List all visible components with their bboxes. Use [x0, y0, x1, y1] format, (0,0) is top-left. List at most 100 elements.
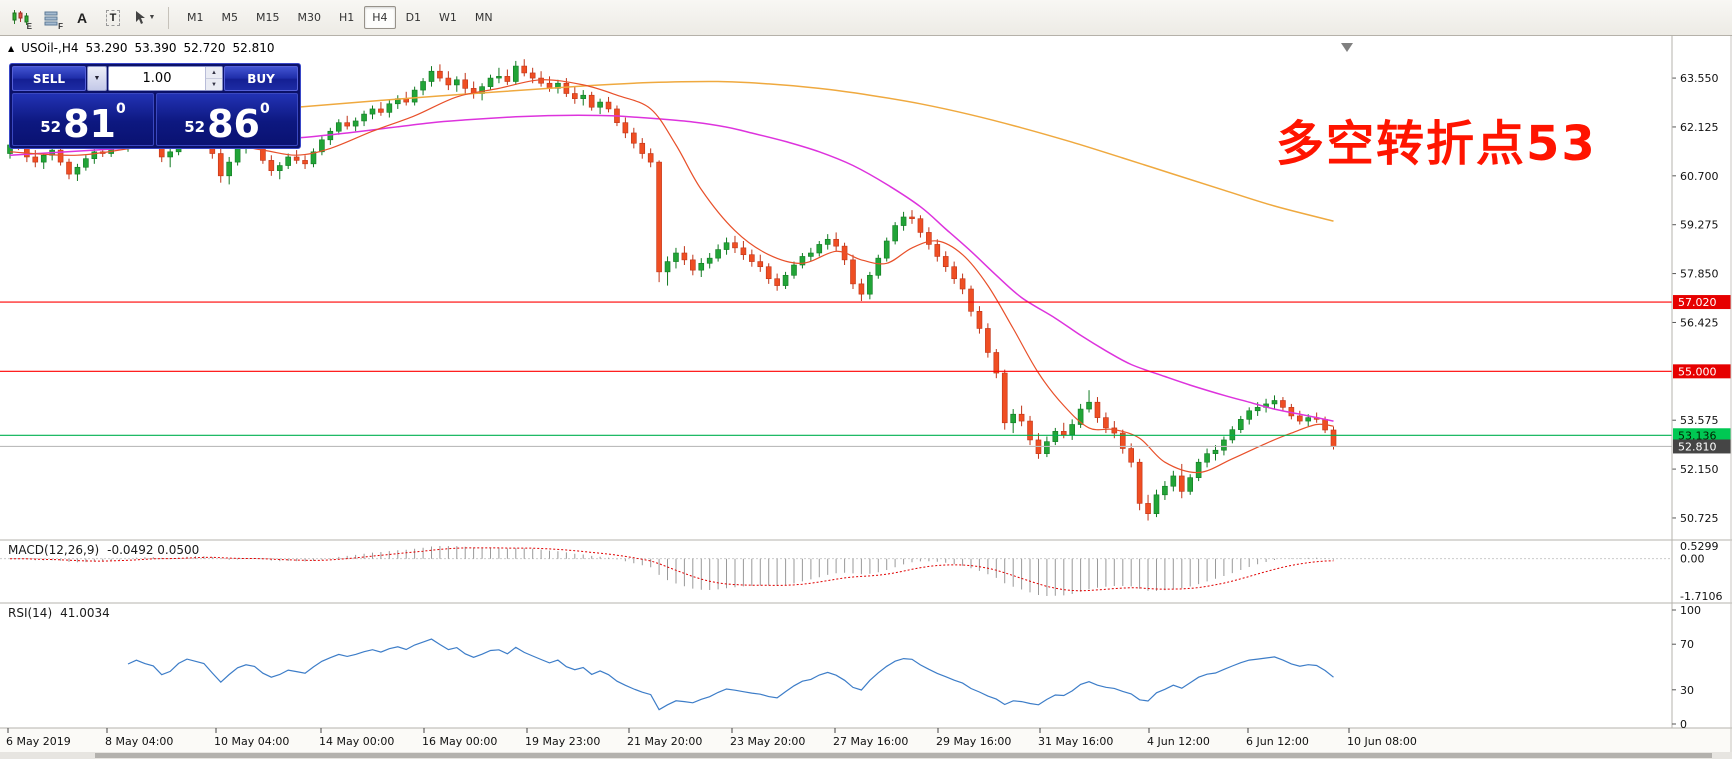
resistance-line-57-label-bg — [1673, 295, 1731, 310]
tool-badge: F — [58, 22, 63, 31]
sell-price-button[interactable]: 52 81 0 — [12, 93, 154, 146]
candle-body — [993, 352, 1000, 374]
candle-body — [1237, 419, 1244, 430]
time-axis-label: 6 May 2019 — [6, 735, 71, 748]
candle-body — [732, 242, 738, 249]
buy-price-button[interactable]: 52 86 0 — [156, 93, 298, 146]
candle-body — [681, 252, 688, 261]
rsi-title: RSI(14) — [8, 606, 53, 620]
candle-body — [66, 161, 72, 175]
candle-body — [808, 252, 814, 257]
timeframe-button-m5[interactable]: M5 — [214, 6, 247, 29]
candle-body — [352, 120, 359, 127]
candle-body — [167, 151, 173, 158]
volume-field: ▲ ▼ — [108, 66, 223, 91]
candle-body — [268, 160, 275, 171]
macd-values: -0.0492 0.0500 — [107, 543, 200, 557]
volume-dropdown-button[interactable]: ▼ — [87, 66, 107, 91]
timeframe-button-m30[interactable]: M30 — [290, 6, 330, 29]
timeframe-button-h1[interactable]: H1 — [331, 6, 362, 29]
volume-decrease-button[interactable]: ▼ — [206, 78, 222, 90]
price-tick-label: 60.700 — [1680, 170, 1719, 183]
candle-body — [875, 257, 882, 276]
time-axis-label: 10 Jun 08:00 — [1347, 735, 1417, 748]
candle-body — [276, 165, 283, 171]
bid-line-label: 52.810 — [1678, 440, 1717, 453]
time-axis-label: 4 Jun 12:00 — [1147, 735, 1210, 748]
candle-body — [1119, 432, 1126, 449]
grid-button[interactable]: F — [37, 4, 65, 31]
volume-input[interactable] — [109, 67, 205, 90]
ma-medium-magenta — [9, 114, 1334, 422]
candle-body — [234, 148, 241, 163]
one-click-trading-panel: SELL ▼ ▲ ▼ BUY 52 81 0 52 86 0 — [9, 63, 301, 149]
candle-body — [411, 89, 418, 103]
quote-low: 52.720 — [183, 41, 226, 55]
candle-body — [462, 79, 469, 89]
candle-body — [496, 76, 502, 79]
label-tool-button[interactable]: T — [99, 4, 127, 31]
candle-body — [226, 161, 232, 177]
candle-body — [32, 156, 39, 163]
candle-body — [512, 65, 519, 82]
candle-body — [985, 328, 991, 353]
price-tick-label: 52.150 — [1680, 463, 1719, 476]
macd-title: MACD(12,26,9) — [8, 543, 100, 557]
time-axis-background[interactable] — [0, 728, 1732, 752]
trade-prices-row: 52 81 0 52 86 0 — [12, 93, 298, 146]
timeframe-button-d1[interactable]: D1 — [398, 6, 429, 29]
quote-high: 53.390 — [134, 41, 177, 55]
candle-body — [892, 225, 898, 242]
candle-body — [453, 79, 460, 86]
label-tool-icon: T — [105, 9, 121, 26]
sell-button[interactable]: SELL — [12, 66, 86, 91]
candle-body — [723, 242, 730, 250]
text-tool-button[interactable]: A — [68, 4, 96, 31]
candle-body — [867, 274, 873, 295]
timeframe-button-w1[interactable]: W1 — [431, 6, 465, 29]
candle-body — [57, 149, 64, 163]
cursor-tool-button[interactable]: ▼ — [130, 4, 158, 31]
candle-body — [538, 77, 544, 84]
candle-body — [1052, 431, 1059, 442]
candle-body — [487, 77, 494, 87]
candle-body — [504, 76, 511, 82]
candle-body — [690, 259, 696, 271]
rsi-axis-label: 30 — [1680, 684, 1694, 697]
candle-body — [1069, 424, 1075, 436]
volume-increase-button[interactable]: ▲ — [206, 67, 222, 78]
candle-body — [1178, 475, 1185, 492]
candle-body — [302, 160, 308, 165]
candle-body — [597, 101, 603, 108]
timeframe-button-m15[interactable]: M15 — [248, 6, 288, 29]
horizontal-scrollbar-handle[interactable] — [95, 753, 1712, 758]
candle-body — [858, 283, 865, 295]
symbol-label: USOil-,H4 — [21, 41, 79, 55]
candle-body — [765, 266, 772, 280]
candle-body — [959, 278, 966, 290]
candle-body — [1145, 503, 1151, 514]
macd-axis-label: -1.7106 — [1680, 590, 1722, 603]
quote-open: 53.290 — [85, 41, 128, 55]
candle-body — [951, 266, 957, 280]
buy-button[interactable]: BUY — [224, 66, 298, 91]
candle-body — [1254, 407, 1261, 412]
time-axis-label: 21 May 20:00 — [627, 735, 702, 748]
timeframe-button-h4[interactable]: H4 — [364, 6, 396, 29]
chart-shift-marker-icon[interactable] — [1341, 43, 1353, 52]
timeframe-button-mn[interactable]: MN — [467, 6, 501, 29]
candle-body — [850, 259, 856, 285]
rsi-line — [127, 638, 1334, 711]
candle-body — [91, 151, 98, 159]
candle-body — [698, 262, 705, 271]
candle-body — [976, 311, 983, 329]
candle-body — [740, 247, 747, 256]
candle-body — [749, 254, 755, 262]
candle-body — [1280, 400, 1286, 408]
timeframe-button-m1[interactable]: M1 — [179, 6, 212, 29]
candle-body — [622, 122, 629, 134]
collapse-trade-panel-icon[interactable]: ▲ — [8, 43, 15, 53]
candle-body — [1195, 461, 1202, 478]
chart-objects-button[interactable]: E — [6, 4, 34, 31]
